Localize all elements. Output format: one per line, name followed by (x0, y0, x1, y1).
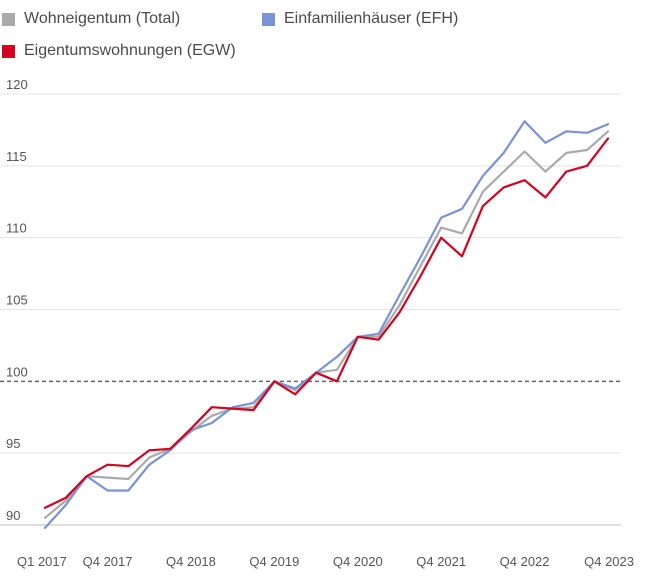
series-line-egw (43, 137, 610, 509)
x-tick-label-q4-2022: Q4 2022 (500, 554, 550, 569)
y-tick-label-110: 110 (6, 221, 27, 236)
legend-label-efh: Einfamilienhäuser (EFH) (284, 10, 459, 27)
legend-swatch-efh (262, 12, 275, 26)
legend-item-efh[interactable]: Einfamilienhäuser (EFH) (262, 10, 458, 28)
y-tick-label-90: 90 (6, 508, 20, 523)
legend: Wohneigentum (Total) Einfamilienhäuser (… (0, 0, 653, 70)
x-tick-label-q4-2020: Q4 2020 (333, 554, 383, 569)
x-tick-label-q4-2021: Q4 2021 (416, 554, 466, 569)
y-tick-label-95: 95 (6, 436, 20, 451)
series-line-total (43, 130, 610, 519)
legend-item-total[interactable]: Wohneigentum (Total) (2, 10, 180, 28)
x-tick-label-q4-2019: Q4 2019 (249, 554, 299, 569)
y-tick-label-115: 115 (6, 149, 27, 164)
x-tick-label-q4-2023: Q4 2023 (584, 554, 634, 569)
legend-item-egw[interactable]: Eigentumswohnungen (EGW) (2, 42, 236, 60)
legend-swatch-total (2, 12, 15, 26)
legend-label-total: Wohneigentum (Total) (24, 10, 181, 27)
x-tick-label-q1-2017: Q1 2017 (17, 554, 67, 569)
series-line-efh (43, 120, 610, 530)
x-tick-label-q4-2017: Q4 2017 (83, 554, 133, 569)
y-tick-label-100: 100 (6, 364, 28, 379)
legend-label-egw: Eigentumswohnungen (EGW) (24, 42, 236, 59)
y-tick-label-105: 105 (6, 293, 28, 308)
x-tick-label-q4-2018: Q4 2018 (166, 554, 216, 569)
legend-swatch-egw (2, 44, 15, 58)
y-tick-label-120: 120 (6, 77, 28, 92)
